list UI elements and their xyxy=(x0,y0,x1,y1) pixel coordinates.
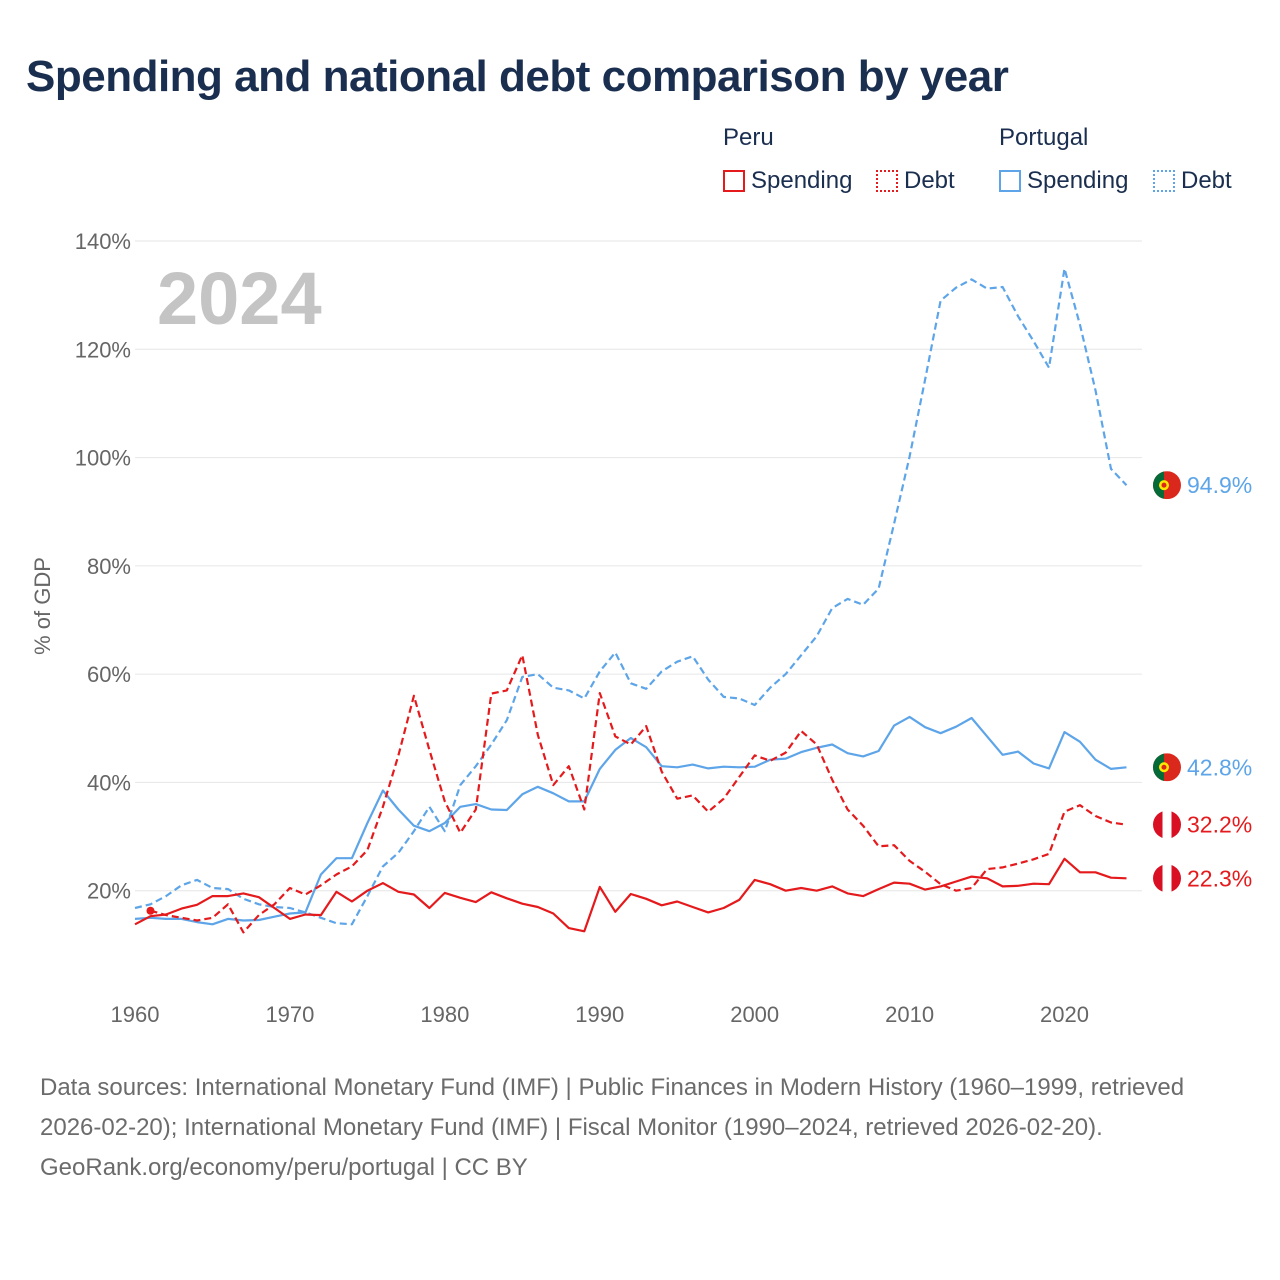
end-value-label: 22.3% xyxy=(1187,865,1252,891)
legend-peru-debt[interactable]: Debt xyxy=(876,166,955,196)
legend-label: Debt xyxy=(1181,167,1232,194)
series-lines xyxy=(134,267,1128,934)
gridlines xyxy=(135,240,1142,892)
legend-portugal-debt[interactable]: Debt xyxy=(1153,166,1232,196)
y-tick-label: 120% xyxy=(75,337,131,362)
y-axis-label: % of GDP xyxy=(30,557,55,655)
footer: Data sources: International Monetary Fun… xyxy=(40,1068,1240,1188)
page-title: Spending and national debt comparison by… xyxy=(26,52,1009,101)
y-tick-label: 140% xyxy=(75,229,131,254)
series-line-peru-spending xyxy=(134,857,1127,933)
legend-swatch-solid xyxy=(999,170,1021,192)
x-tick-label: 1990 xyxy=(575,1002,624,1027)
portugal-flag-icon xyxy=(1153,471,1181,500)
legend-swatch-dotted xyxy=(876,170,898,192)
y-tick-label: 80% xyxy=(87,554,131,579)
end-value-label: 32.2% xyxy=(1187,812,1252,838)
legend-group-peru: Peru xyxy=(723,124,774,151)
x-tick-label: 1960 xyxy=(111,1002,160,1027)
x-tick-label: 1980 xyxy=(420,1002,469,1027)
series-line-portugal-debt xyxy=(134,267,1128,926)
peru-flag-icon xyxy=(1153,864,1181,893)
legend-group-portugal: Portugal xyxy=(999,124,1089,151)
axis-ticks: 20% 40% 60% 80% 100% 120% 140% 1960 1970 1980 1990… xyxy=(75,229,1089,1027)
legend-portugal-spending[interactable]: Spending xyxy=(999,166,1128,196)
credit-line: GeoRank.org/economy/peru/portugal | CC B… xyxy=(40,1154,528,1181)
series-start-marker xyxy=(146,906,155,915)
x-tick-label: 2010 xyxy=(885,1002,934,1027)
y-tick-label: 40% xyxy=(87,770,131,795)
x-tick-label: 2020 xyxy=(1040,1002,1089,1027)
end-value-label: 94.9% xyxy=(1187,472,1252,498)
year-watermark: 2024 xyxy=(157,257,322,340)
legend-label: Debt xyxy=(904,167,955,194)
data-sources: Data sources: International Monetary Fun… xyxy=(40,1074,1185,1141)
legend-swatch-dotted xyxy=(1153,170,1175,192)
legend-label: Spending xyxy=(1027,167,1129,194)
line-chart: 2024 % of GDP 20% 40% 60% 80% 100% 120% 140% 19… xyxy=(30,229,1252,1027)
peru-flag-icon xyxy=(1153,810,1181,839)
y-tick-label: 20% xyxy=(87,879,131,904)
x-tick-label: 1970 xyxy=(265,1002,314,1027)
legend-peru-spending[interactable]: Spending xyxy=(723,166,852,196)
x-tick-label: 2000 xyxy=(730,1002,779,1027)
y-tick-label: 60% xyxy=(87,662,131,687)
end-value-label: 42.8% xyxy=(1187,754,1252,780)
series-line-portugal-spending xyxy=(134,715,1127,926)
end-labels: 94.9% 42.8% 32.2% 22.3% xyxy=(1153,471,1252,893)
legend-label: Spending xyxy=(751,167,853,194)
y-tick-label: 100% xyxy=(75,446,131,471)
portugal-flag-icon xyxy=(1153,753,1181,782)
legend-swatch-solid xyxy=(723,170,745,192)
